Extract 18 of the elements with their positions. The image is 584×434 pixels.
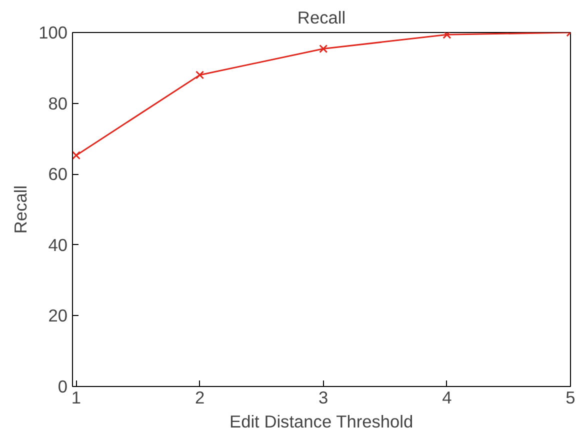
y-tick-label: 60 [48,164,68,184]
x-tick-label: 5 [566,388,576,408]
point [319,44,328,54]
point [442,32,452,39]
y-tick-label: 0 [58,376,68,396]
y-axis-title: Recall [10,185,31,234]
y-tick-label: 80 [48,93,68,114]
x-tick-label: 1 [71,388,82,408]
point [72,151,80,160]
y-tick-label: 40 [48,234,68,255]
chart-title: Recall [297,8,346,28]
y-tick-label: 100 [38,22,68,42]
x-tick-label: 2 [194,388,205,408]
y-tick-label: 20 [48,306,68,326]
x-axis-title: Edit Distance Threshold [230,412,414,432]
x-tick-label: 3 [318,388,328,408]
point [195,70,204,80]
x-tick-label: 4 [442,388,452,408]
